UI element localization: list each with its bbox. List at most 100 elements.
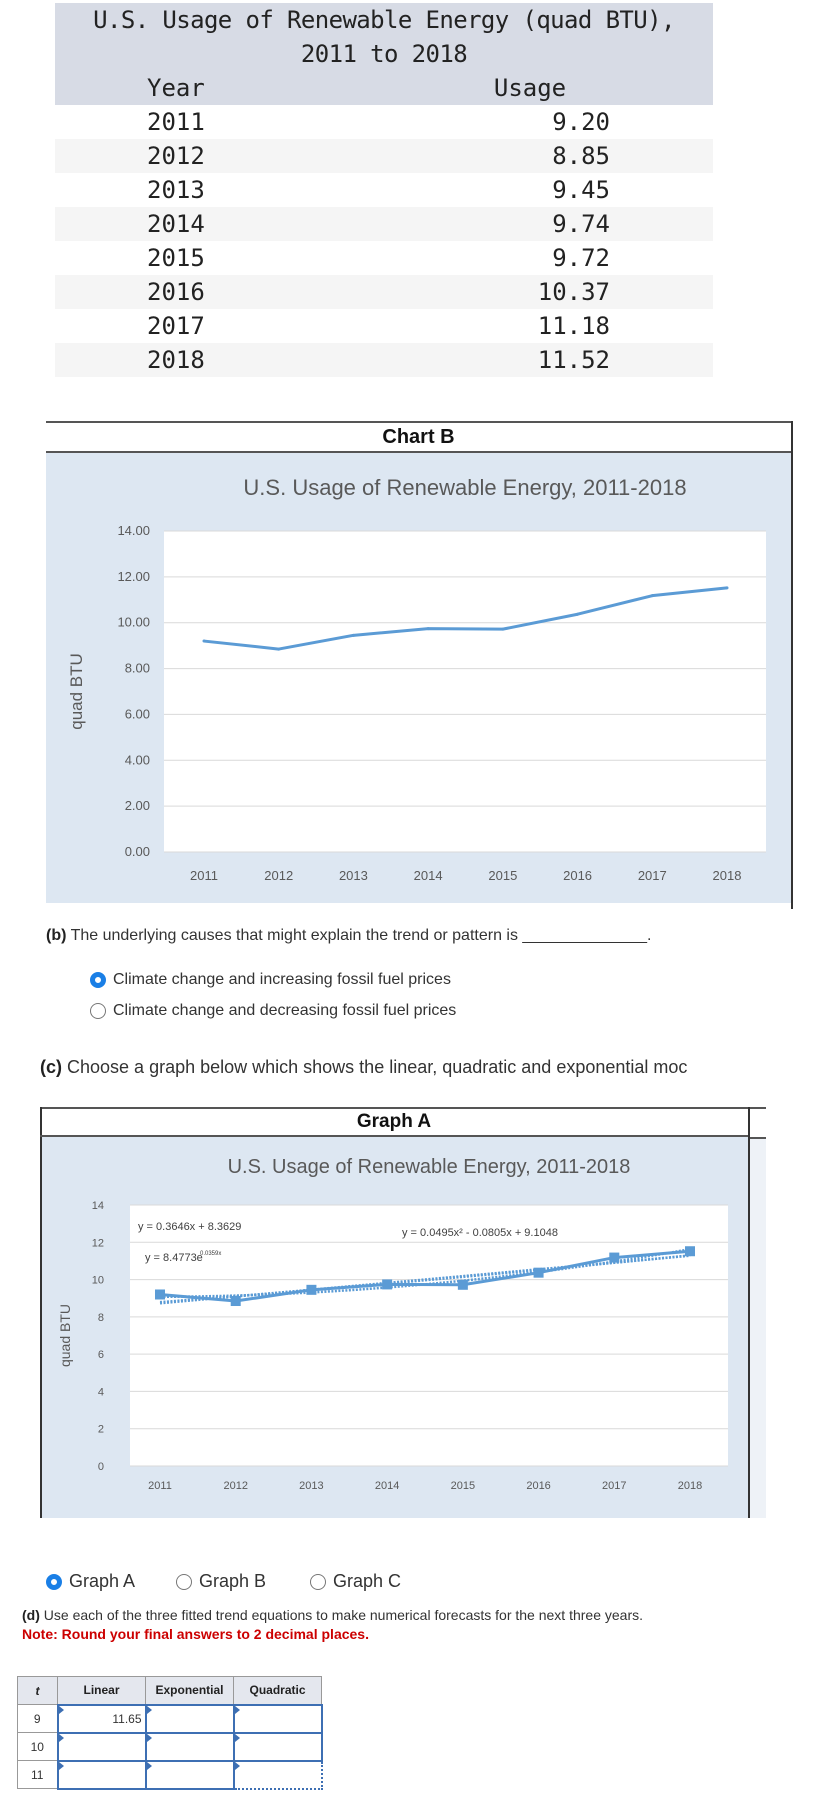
linear-input[interactable] bbox=[56, 1759, 147, 1790]
chart-b-border bbox=[791, 421, 793, 909]
graph-a-frame-line bbox=[40, 1107, 766, 1109]
header-t: t bbox=[17, 1676, 58, 1705]
radio-icon[interactable] bbox=[90, 1003, 106, 1019]
table-row: 11 bbox=[17, 1759, 323, 1790]
year-cell: 2015 bbox=[147, 244, 205, 272]
option-decreasing-prices[interactable]: Climate change and decreasing fossil fue… bbox=[90, 1002, 456, 1020]
option-label: Climate change and decreasing fossil fue… bbox=[113, 1002, 457, 1019]
t-value: 9 bbox=[17, 1704, 58, 1733]
rounding-note: Note: Round your final answers to 2 deci… bbox=[22, 1626, 369, 1642]
y-tick-label: 2.00 bbox=[125, 798, 150, 813]
question-b-label: (b) bbox=[46, 927, 67, 944]
y-axis-label: quad BTU bbox=[57, 1304, 73, 1367]
x-tick-label: 2014 bbox=[375, 1480, 399, 1492]
question-c: (c) Choose a graph below which shows the… bbox=[40, 1057, 687, 1078]
data-point-marker bbox=[533, 1267, 544, 1278]
chart-title: U.S. Usage of Renewable Energy, 2011-201… bbox=[228, 1156, 631, 1178]
radio-icon[interactable] bbox=[176, 1573, 192, 1590]
year-cell: 2012 bbox=[147, 142, 205, 170]
linear-input[interactable]: 11.65 bbox=[56, 1703, 147, 1734]
forecast-table: t Linear Exponential Quadratic 9 11.65 1… bbox=[17, 1676, 323, 1790]
usage-cell: 9.20 bbox=[552, 108, 610, 136]
data-point bbox=[202, 639, 206, 643]
usage-cell: 9.45 bbox=[552, 176, 610, 204]
x-tick-label: 2012 bbox=[223, 1480, 247, 1492]
chart-b-panel: U.S. Usage of Renewable Energy, 2011-201… bbox=[46, 453, 791, 903]
question-d-label: (d) bbox=[22, 1607, 40, 1623]
x-tick-label: 2016 bbox=[563, 868, 592, 883]
x-tick-label: 2017 bbox=[638, 868, 667, 883]
question-d-text: Use each of the three fitted trend equat… bbox=[43, 1607, 643, 1623]
table-row: 2015 9.72 bbox=[55, 241, 713, 275]
data-point-marker bbox=[230, 1296, 241, 1307]
chart-b-label: Chart B bbox=[46, 423, 791, 453]
exponential-input[interactable] bbox=[144, 1759, 235, 1790]
x-tick-label: 2018 bbox=[713, 868, 742, 883]
data-point-marker bbox=[457, 1279, 468, 1290]
graph-a-left-border bbox=[40, 1107, 42, 1518]
data-point bbox=[725, 586, 729, 590]
year-cell: 2018 bbox=[147, 346, 205, 374]
radio-icon[interactable] bbox=[310, 1573, 326, 1590]
y-tick-label: 8 bbox=[98, 1312, 104, 1324]
radio-selected-icon[interactable] bbox=[46, 1573, 62, 1590]
option-label: Graph B bbox=[199, 1571, 267, 1591]
exponential-input[interactable] bbox=[144, 1731, 235, 1762]
y-tick-label: 10 bbox=[92, 1275, 104, 1287]
option-graph-c[interactable]: Graph C bbox=[310, 1571, 401, 1592]
data-point bbox=[650, 594, 654, 598]
exponential-input[interactable] bbox=[144, 1703, 235, 1734]
y-tick-label: 6.00 bbox=[125, 706, 150, 721]
y-axis-label: quad BTU bbox=[67, 653, 86, 730]
linear-input[interactable] bbox=[56, 1731, 147, 1762]
radio-selected-icon[interactable] bbox=[90, 972, 106, 988]
option-increasing-prices[interactable]: Climate change and increasing fossil fue… bbox=[90, 971, 451, 989]
data-line bbox=[159, 1249, 691, 1303]
usage-cell: 10.37 bbox=[537, 278, 610, 306]
option-graph-a[interactable]: Graph A bbox=[46, 1571, 135, 1592]
data-point-marker bbox=[609, 1252, 620, 1263]
graph-a-panel: U.S. Usage of Renewable Energy, 2011-201… bbox=[42, 1137, 748, 1518]
table-row: 2018 11.52 bbox=[55, 343, 713, 377]
y-tick-label: 0 bbox=[98, 1461, 104, 1473]
x-tick-label: 2018 bbox=[678, 1480, 702, 1492]
exponential-equation: y = 8.4773e bbox=[145, 1252, 203, 1264]
question-c-text: Choose a graph below which shows the lin… bbox=[67, 1057, 688, 1077]
y-tick-label: 2 bbox=[98, 1424, 104, 1436]
table-row: 10 bbox=[17, 1731, 323, 1762]
y-tick-label: 14 bbox=[92, 1200, 104, 1212]
header-quadratic: Quadratic bbox=[233, 1676, 322, 1705]
quadratic-input-focused[interactable] bbox=[232, 1759, 323, 1790]
x-tick-label: 2013 bbox=[299, 1480, 323, 1492]
year-cell: 2014 bbox=[147, 210, 205, 238]
x-tick-label: 2015 bbox=[451, 1480, 475, 1492]
table-row: 2017 11.18 bbox=[55, 309, 713, 343]
table-row: 2012 8.85 bbox=[55, 139, 713, 173]
x-tick-label: 2017 bbox=[602, 1480, 626, 1492]
quadratic-input[interactable] bbox=[232, 1703, 323, 1734]
option-graph-b[interactable]: Graph B bbox=[176, 1571, 266, 1592]
usage-cell: 8.85 bbox=[552, 142, 610, 170]
y-tick-label: 12 bbox=[92, 1237, 104, 1249]
option-label: Graph A bbox=[69, 1571, 136, 1591]
table-title: U.S. Usage of Renewable Energy (quad BTU… bbox=[55, 3, 713, 37]
y-tick-label: 10.00 bbox=[117, 615, 150, 630]
header-year: Year bbox=[147, 74, 205, 102]
x-tick-label: 2014 bbox=[414, 868, 443, 883]
x-tick-label: 2016 bbox=[526, 1480, 550, 1492]
year-cell: 2016 bbox=[147, 278, 205, 306]
y-tick-label: 4 bbox=[98, 1386, 104, 1398]
header-linear: Linear bbox=[57, 1676, 146, 1705]
table-row: 2011 9.20 bbox=[55, 105, 713, 139]
quadratic-equation: y = 0.0495x² - 0.0805x + 9.1048 bbox=[402, 1227, 558, 1239]
table-row: 9 11.65 bbox=[17, 1703, 323, 1734]
data-point bbox=[426, 627, 430, 631]
data-point-marker bbox=[685, 1246, 695, 1257]
question-b-text: The underlying causes that might explain… bbox=[70, 927, 652, 944]
quadratic-input[interactable] bbox=[232, 1731, 323, 1762]
data-line bbox=[203, 586, 728, 651]
table-row: 2016 10.37 bbox=[55, 275, 713, 309]
graph-a-label: Graph A bbox=[40, 1109, 748, 1137]
y-tick-label: 0.00 bbox=[125, 844, 150, 859]
plot-area bbox=[130, 1205, 728, 1466]
